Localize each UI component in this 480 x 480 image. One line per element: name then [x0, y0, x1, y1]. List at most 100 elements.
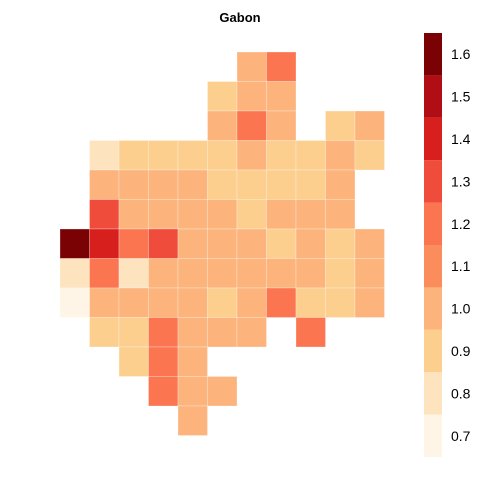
heatmap-cell	[148, 228, 179, 259]
heatmap-cell	[236, 258, 267, 289]
heatmap-cell	[236, 140, 267, 171]
heatmap-cell	[89, 258, 120, 289]
heatmap-cell	[266, 287, 297, 318]
heatmap-cell	[118, 169, 149, 200]
heatmap-cell	[236, 199, 267, 230]
heatmap-cell	[295, 169, 326, 200]
heatmap-cell	[89, 140, 120, 171]
heatmap-cell	[325, 287, 356, 318]
heatmap-cell	[207, 228, 238, 259]
colorbar-bin	[424, 287, 442, 330]
heatmap-cell	[177, 287, 208, 318]
heatmap-cell	[59, 228, 90, 259]
heatmap-cell	[118, 228, 149, 259]
heatmap-cell	[354, 287, 385, 318]
heatmap-cell	[266, 51, 297, 82]
heatmap-cell	[295, 258, 326, 289]
heatmap-cell	[59, 287, 90, 318]
heatmap-cell	[325, 199, 356, 230]
heatmap-cell	[207, 258, 238, 289]
colorbar-labels: 1.6 1.5 1.4 1.3 1.2 1.1 1.0 0.9 0.8 0.7	[451, 46, 471, 444]
heatmap-cell	[148, 258, 179, 289]
heatmap-cell	[236, 51, 267, 82]
heatmap-cell	[177, 199, 208, 230]
heatmap-cell	[266, 81, 297, 112]
heatmap-cell	[236, 228, 267, 259]
chart-title: Gabon	[219, 10, 260, 25]
heatmap-cell	[177, 376, 208, 407]
heatmap-cell	[148, 346, 179, 377]
heatmap-cell	[118, 140, 149, 171]
heatmap-cell	[354, 140, 385, 171]
heatmap-cell	[59, 258, 90, 289]
heatmap-cell	[177, 405, 208, 436]
heatmap-cell	[236, 317, 267, 348]
heatmap-cell	[354, 258, 385, 289]
heatmap-cell	[89, 317, 120, 348]
colorbar-tick-label: 1.1	[451, 258, 471, 274]
heatmap-cell	[118, 199, 149, 230]
heatmap-cell	[207, 199, 238, 230]
colorbar-bin	[424, 75, 442, 118]
heatmap-cell	[177, 346, 208, 377]
colorbar-tick-label: 1.6	[451, 46, 471, 62]
heatmap-cell	[177, 140, 208, 171]
colorbar-bin	[424, 414, 442, 457]
heatmap-cell	[325, 140, 356, 171]
heatmap-cell	[89, 287, 120, 318]
colorbar-bin	[424, 160, 442, 203]
heatmap-cells	[59, 51, 385, 436]
heatmap-cell	[148, 287, 179, 318]
heatmap-cell	[148, 199, 179, 230]
heatmap-cell	[295, 317, 326, 348]
heatmap-cell	[118, 346, 149, 377]
heatmap-cell	[325, 258, 356, 289]
heatmap-cell	[148, 140, 179, 171]
heatmap-cell	[295, 140, 326, 171]
heatmap-cell	[207, 317, 238, 348]
heatmap-cell	[354, 228, 385, 259]
colorbar-bin	[424, 117, 442, 161]
heatmap-cell	[207, 140, 238, 171]
heatmap-cell	[207, 81, 238, 112]
heatmap-cell	[89, 199, 120, 230]
colorbar-tick-label: 1.5	[451, 89, 471, 105]
heatmap-cell	[266, 258, 297, 289]
heatmap-cell	[325, 228, 356, 259]
heatmap-cell	[236, 169, 267, 200]
heatmap-cell	[266, 228, 297, 259]
heatmap-cell	[207, 287, 238, 318]
colorbar-tick-label: 1.2	[451, 216, 471, 232]
heatmap-cell	[354, 110, 385, 141]
heatmap-cell	[266, 110, 297, 141]
heatmap-cell	[177, 228, 208, 259]
colorbar-tick-label: 0.7	[451, 428, 471, 444]
colorbar-tick-label: 1.4	[451, 131, 471, 147]
colorbar-bin	[424, 33, 442, 76]
heatmap-cell	[236, 110, 267, 141]
heatmap-cell	[325, 169, 356, 200]
heatmap-cell	[325, 110, 356, 141]
colorbar-bin	[424, 245, 442, 288]
colorbar-tick-label: 0.9	[451, 343, 471, 359]
heatmap-cell	[177, 317, 208, 348]
colorbar-tick-label: 0.8	[451, 385, 471, 401]
heatmap-cell	[148, 376, 179, 407]
heatmap-cell	[295, 199, 326, 230]
heatmap-cell	[207, 110, 238, 141]
heatmap-cell	[295, 287, 326, 318]
heatmap-cell	[89, 169, 120, 200]
heatmap-cell	[266, 169, 297, 200]
heatmap-cell	[207, 169, 238, 200]
heatmap-cell	[266, 140, 297, 171]
heatmap-cell	[148, 169, 179, 200]
colorbar-tick-label: 1.0	[451, 301, 471, 317]
heatmap-cell	[236, 287, 267, 318]
colorbar-bin	[424, 329, 442, 373]
heatmap-cell	[207, 376, 238, 407]
heatmap-cell	[118, 287, 149, 318]
heatmap-cell	[236, 81, 267, 112]
heatmap-cell	[148, 317, 179, 348]
colorbar-bin	[424, 202, 442, 245]
